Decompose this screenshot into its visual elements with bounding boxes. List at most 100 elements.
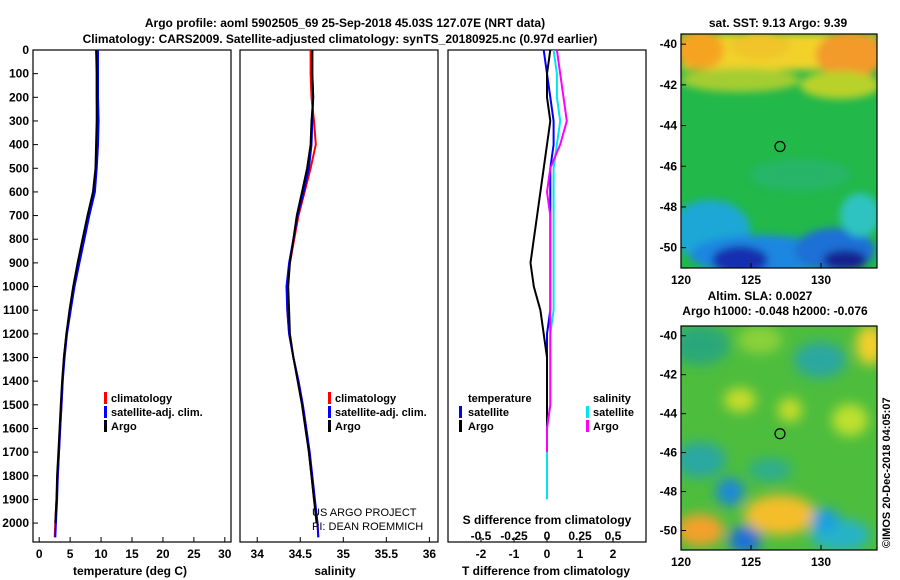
s-tick-label: 0.25	[568, 529, 592, 543]
legend-t-argo: Argo	[468, 421, 494, 433]
legend-s-satellite: satellite	[593, 407, 634, 419]
y-tick-label: 1100	[3, 303, 29, 317]
x-tick-label: 30	[218, 547, 232, 561]
header-line2: Climatology: CARS2009. Satellite-adjuste…	[83, 32, 598, 46]
map-x-tick-label: 125	[741, 555, 761, 569]
y-tick-label: 1400	[2, 374, 29, 388]
temperature-xlabel: temperature (deg C)	[73, 564, 187, 578]
legend-climatology-swatch	[104, 392, 107, 404]
y-tick-label: 1200	[2, 327, 29, 341]
legend-climatology-swatch	[328, 392, 331, 404]
sla-heatmap	[681, 326, 877, 550]
map-x-tick-label: 120	[671, 273, 691, 287]
series-line-argo	[545, 49, 568, 453]
y-tick-label: 1300	[2, 351, 29, 365]
sla-map: 120 125 130 -40 -42 -44 -46 -48 -50	[660, 325, 878, 569]
header-line1: Argo profile: aoml 5902505_69 25-Sep-201…	[145, 16, 545, 30]
y-tick-label: 900	[9, 256, 29, 270]
pi-annotation: PI: DEAN ROEMMICH	[312, 521, 423, 533]
map-y-tick-label: -42	[660, 368, 678, 382]
map-y-tick-label: -48	[660, 200, 678, 214]
map-x-tick-label: 120	[671, 555, 691, 569]
map-y-tick-label: -44	[660, 407, 678, 421]
s-tick-label: -0.25	[500, 529, 528, 543]
map-y-tick-label: -50	[660, 241, 678, 255]
x-tick-label: 25	[187, 547, 201, 561]
x-tick-label: 0	[36, 547, 43, 561]
x-tick-label: 0	[544, 547, 551, 561]
temperature-legend: climatology satellite-adj. clim. Argo	[104, 392, 203, 433]
x-tick-label: 35.5	[375, 547, 399, 561]
copyright-stamp: ©IMOS 20-Dec-2018 04:05:07	[881, 397, 893, 548]
x-tick-label: -2	[476, 547, 487, 561]
x-tick-label: 15	[125, 547, 139, 561]
sla-title: Altim. SLA: 0.0027	[708, 289, 813, 303]
difference-legend: temperature satellite Argo salinity sate…	[459, 393, 634, 433]
series-line-argo	[529, 49, 552, 429]
legend-s-argo-swatch	[586, 420, 589, 432]
legend-climatology: climatology	[335, 393, 397, 405]
y-tick-label: 0	[22, 43, 29, 57]
x-tick-label: 20	[156, 547, 170, 561]
y-tick-label: 300	[9, 114, 29, 128]
map-x-tick-label: 125	[741, 273, 761, 287]
x-tick-label: 10	[94, 547, 108, 561]
y-tick-label: 2000	[2, 516, 29, 530]
s-difference-label: S difference from climatology	[463, 513, 632, 527]
legend-argo: Argo	[111, 421, 137, 433]
map-x-tick-label: 130	[811, 273, 831, 287]
x-tick-label: 35	[337, 547, 351, 561]
map-y-tick-label: -44	[660, 119, 678, 133]
legend-t-satellite: satellite	[468, 407, 509, 419]
difference-xlabel: T difference from climatology	[462, 564, 630, 578]
map-y-tick-label: -50	[660, 524, 678, 538]
legend-satellite-swatch	[328, 406, 331, 418]
s-tick-label: 0.5	[605, 529, 622, 543]
y-tick-label: 1500	[2, 398, 29, 412]
map-y-tick-label: -42	[660, 78, 678, 92]
map-x-tick-label: 130	[811, 555, 831, 569]
legend-s-argo: Argo	[593, 421, 619, 433]
x-tick-label: 34.5	[289, 547, 313, 561]
y-tick-label: 1600	[2, 421, 29, 435]
y-tick-label: 100	[9, 67, 29, 81]
s-tick-label: 0	[544, 529, 551, 543]
salinity-panel: 34 34.5 35 35.5 36 salinity climatology sate…	[239, 49, 439, 578]
y-tick-label: 800	[9, 232, 29, 246]
difference-panel: -2 -1 0 1 2 T difference from climatology S …	[447, 49, 647, 578]
y-tick-label: 1900	[2, 492, 29, 506]
legend-argo: Argo	[335, 421, 361, 433]
map-y-tick-label: -48	[660, 485, 678, 499]
y-tick-label: 500	[9, 161, 29, 175]
sst-map: 120 125 130 -40 -42 -44 -46 -48 -50	[660, 33, 878, 287]
legend-t-argo-swatch	[459, 420, 462, 432]
legend-argo-swatch	[104, 420, 107, 432]
legend-climatology: climatology	[111, 393, 173, 405]
legend-satellite: satellite-adj. clim.	[111, 407, 203, 419]
legend-s-satellite-swatch	[586, 406, 589, 418]
legend-t-satellite-swatch	[459, 406, 462, 418]
x-tick-label: 5	[67, 547, 74, 561]
y-tick-label: 200	[9, 90, 29, 104]
x-tick-label: 34	[251, 547, 265, 561]
y-tick-label: 400	[9, 138, 29, 152]
legend-satellite-swatch	[104, 406, 107, 418]
y-tick-label: 700	[9, 209, 29, 223]
x-tick-label: 36	[423, 547, 437, 561]
map-y-tick-label: -40	[660, 329, 678, 343]
legend-temperature-heading: temperature	[468, 393, 532, 405]
map-y-tick-label: -40	[660, 37, 678, 51]
y-tick-label: 600	[9, 185, 29, 199]
sla-subtitle: Argo h1000: -0.048 h2000: -0.076	[682, 304, 868, 318]
argo-location-marker	[774, 140, 786, 153]
y-tick-label: 1800	[2, 469, 29, 483]
legend-salinity-heading: salinity	[593, 393, 632, 405]
s-tick-label: -0.5	[471, 529, 492, 543]
project-annotation: US ARGO PROJECT	[312, 507, 417, 519]
argo-location-marker	[774, 428, 786, 440]
x-tick-label: -1	[509, 547, 520, 561]
map-y-tick-label: -46	[660, 446, 678, 460]
temperature-panel: 0100200300400500600700800900100011001200…	[2, 43, 232, 578]
series-line-argo	[54, 49, 98, 524]
